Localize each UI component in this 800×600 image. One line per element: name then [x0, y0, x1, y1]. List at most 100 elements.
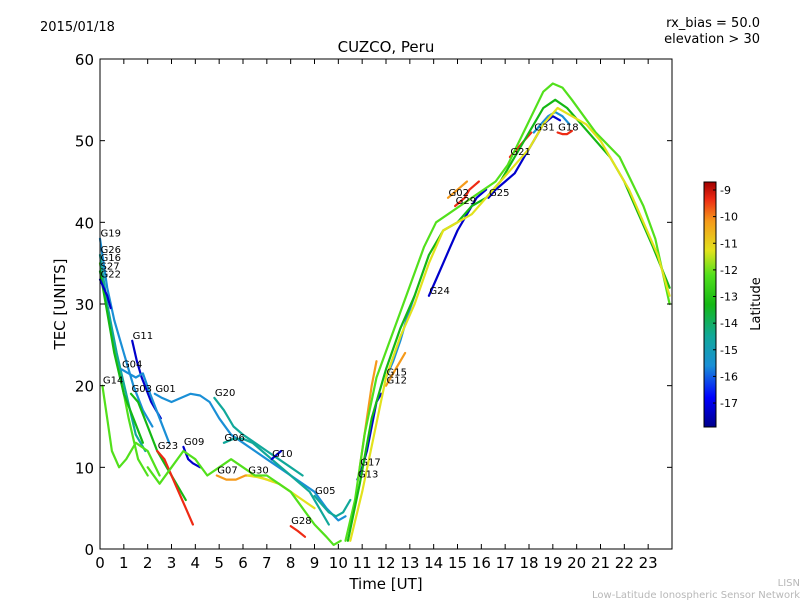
- series-line-g19: [98, 237, 154, 428]
- x-tick-label: 2: [143, 554, 153, 572]
- date-label: 2015/01/18: [40, 20, 115, 35]
- series-label-g01: G01: [155, 384, 175, 395]
- x-tick-label: 18: [519, 554, 538, 572]
- x-tick-label: 6: [238, 554, 248, 572]
- colorbar-tick-label: -15: [720, 344, 738, 357]
- y-axis-label: TEC [UNITS]: [51, 259, 69, 351]
- series-label-g24: G24: [429, 286, 449, 297]
- series-label-s27: S27: [101, 261, 120, 272]
- series-line-day-13: [344, 82, 671, 542]
- series-line-g30: [246, 474, 316, 510]
- x-tick-label: 11: [353, 554, 372, 572]
- series-label-g09: G09: [184, 437, 204, 448]
- series-label-g19: G19: [101, 229, 121, 240]
- y-tick-label: 0: [84, 541, 94, 559]
- credit-network: Low-Latitude Ionospheric Sensor Network: [592, 590, 800, 600]
- series-label-g02: G02: [448, 188, 468, 199]
- series-line-g01: [153, 392, 347, 522]
- y-axis-ticks: 0 10 20 30 40 50 60: [75, 51, 672, 559]
- colorbar-tick-label: -17: [720, 397, 738, 410]
- colorbar-ticks: -9 -10 -11 -12 -13 -14 -15 -16 -17: [713, 184, 738, 410]
- series-label-g29: G29: [456, 196, 476, 207]
- x-axis-ticks: 0 1 2 3 4 5 6 7 8 9 10 11 12 13 14 15 16 17 18 19 20 21 22 23: [95, 59, 658, 572]
- series-label-g30: G30: [248, 466, 268, 477]
- series-label-g14: G14: [103, 376, 123, 387]
- series-label-g11: G11: [133, 331, 153, 342]
- series-label-g10: G10: [272, 449, 292, 460]
- series-line-g28: [289, 524, 307, 538]
- x-tick-label: 19: [543, 554, 562, 572]
- series-label-g23: G23: [158, 441, 178, 452]
- series-label-g06: G06: [224, 433, 244, 444]
- colorbar-tick-label: -12: [720, 264, 738, 277]
- series-label-g04: G04: [122, 359, 142, 370]
- x-tick-label: 17: [496, 554, 515, 572]
- series-line-g29: [454, 180, 480, 208]
- series-line-g25: [487, 115, 562, 199]
- series-line-day-12: [349, 106, 671, 542]
- elevation-label: elevation > 30: [664, 32, 760, 47]
- series-line-g20: [213, 396, 304, 477]
- x-tick-label: 12: [376, 554, 395, 572]
- x-tick-label: 1: [119, 554, 129, 572]
- x-tick-label: 15: [448, 554, 467, 572]
- series-label-g21: G21: [510, 147, 530, 158]
- y-tick-label: 10: [75, 459, 94, 477]
- colorbar-tick-label: -11: [720, 237, 738, 250]
- series-line-night-13: [146, 449, 342, 547]
- y-tick-label: 40: [75, 214, 94, 232]
- colorbar-tick-label: -14: [720, 317, 738, 330]
- series-line-g05: [313, 494, 352, 518]
- series-line-g24: [427, 188, 488, 297]
- series-label-g20: G20: [215, 388, 235, 399]
- series-line-g06: [222, 437, 330, 526]
- series-line-g23: [156, 449, 194, 526]
- x-axis-label: Time [UT]: [348, 575, 422, 593]
- series-label-g31: G31: [534, 123, 554, 134]
- x-tick-label: 0: [95, 554, 105, 572]
- colorbar-label: Latitude: [749, 277, 764, 331]
- colorbar-tick-label: -10: [720, 211, 738, 224]
- series-label-g17: G17: [360, 457, 380, 468]
- series-label-g18: G18: [558, 123, 578, 134]
- colorbar-tick-label: -13: [720, 291, 738, 304]
- x-tick-label: 4: [191, 554, 201, 572]
- x-tick-label: 16: [472, 554, 491, 572]
- series-line-g26: [98, 253, 147, 453]
- series-line-g04: [120, 368, 171, 444]
- series-line-g14: [101, 384, 161, 477]
- series-line-day-14: [346, 98, 671, 542]
- series-label-g07: G07: [217, 466, 237, 477]
- rx-bias-label: rx_bias = 50.0: [666, 16, 760, 31]
- x-tick-label: 9: [310, 554, 320, 572]
- x-tick-label: 21: [591, 554, 610, 572]
- x-tick-label: 14: [424, 554, 443, 572]
- x-tick-label: 13: [400, 554, 419, 572]
- y-tick-label: 60: [75, 51, 94, 69]
- series-label-g13: G13: [358, 470, 378, 481]
- series-label-g26: G26: [101, 245, 121, 256]
- y-tick-label: 20: [75, 378, 94, 396]
- series-label-g15: G15: [387, 368, 407, 379]
- x-tick-label: 8: [286, 554, 296, 572]
- series-line-g11: [131, 339, 162, 420]
- series-line-g10: [270, 449, 283, 461]
- series-label-g28: G28: [291, 516, 311, 527]
- series-line-g02: [446, 180, 469, 199]
- x-tick-label: 10: [329, 554, 348, 572]
- series-line-g18: [556, 129, 574, 136]
- chart-title: CUZCO, Peru: [338, 38, 435, 56]
- plot-series-group: [98, 82, 671, 547]
- colorbar-tick-label: -9: [720, 184, 731, 197]
- series-label-g12: G12: [387, 376, 407, 387]
- series-label-g05: G05: [315, 486, 335, 497]
- series-line-g12: [384, 351, 407, 387]
- series-label-g16: G16: [101, 253, 121, 264]
- x-tick-label: 20: [567, 554, 586, 572]
- series-line-g22: [98, 278, 112, 310]
- plot-frame: [99, 58, 673, 550]
- x-tick-label: 7: [262, 554, 272, 572]
- colorbar-tick-label: -16: [720, 370, 738, 383]
